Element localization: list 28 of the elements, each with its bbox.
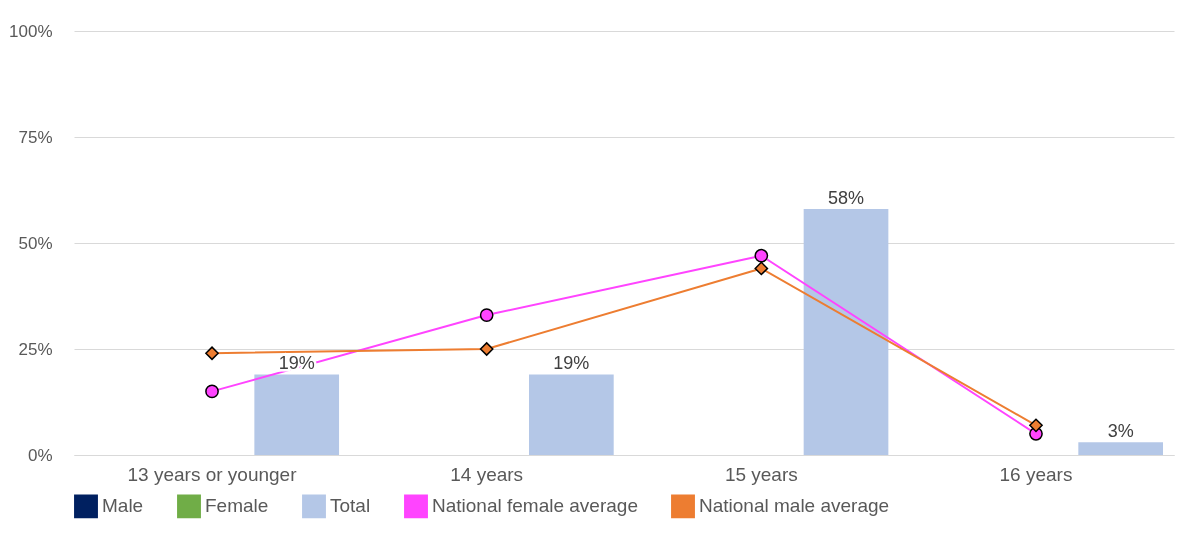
y-tick-label: 0% <box>27 445 53 465</box>
legend-label: National male average <box>699 495 890 517</box>
data-label: 58% <box>828 188 865 209</box>
bar <box>803 209 889 455</box>
x-tick-label: 16 years <box>999 463 1073 485</box>
bar <box>529 374 614 455</box>
data-label: 3% <box>1107 421 1134 442</box>
point <box>205 346 219 361</box>
point <box>1029 418 1043 433</box>
point <box>754 248 769 263</box>
legend-label: Female <box>205 495 269 517</box>
legend-label: Total <box>330 495 371 517</box>
point <box>479 308 494 322</box>
bar <box>1078 442 1164 455</box>
data-label: 19% <box>553 353 590 374</box>
y-tick-label: 25% <box>18 339 53 359</box>
y-tick-label: 100% <box>9 21 53 41</box>
x-tick-label: 13 years or younger <box>127 463 298 485</box>
y-tick-label: 75% <box>18 127 53 147</box>
legend-label: National female average <box>432 495 638 517</box>
y-tick-label: 50% <box>18 233 53 253</box>
bar <box>254 374 340 455</box>
legend-label: Male <box>102 495 144 517</box>
x-tick-label: 15 years <box>724 463 798 485</box>
x-tick-label: 14 years <box>450 463 524 485</box>
point <box>479 342 494 356</box>
point <box>205 384 219 399</box>
point <box>754 261 769 276</box>
